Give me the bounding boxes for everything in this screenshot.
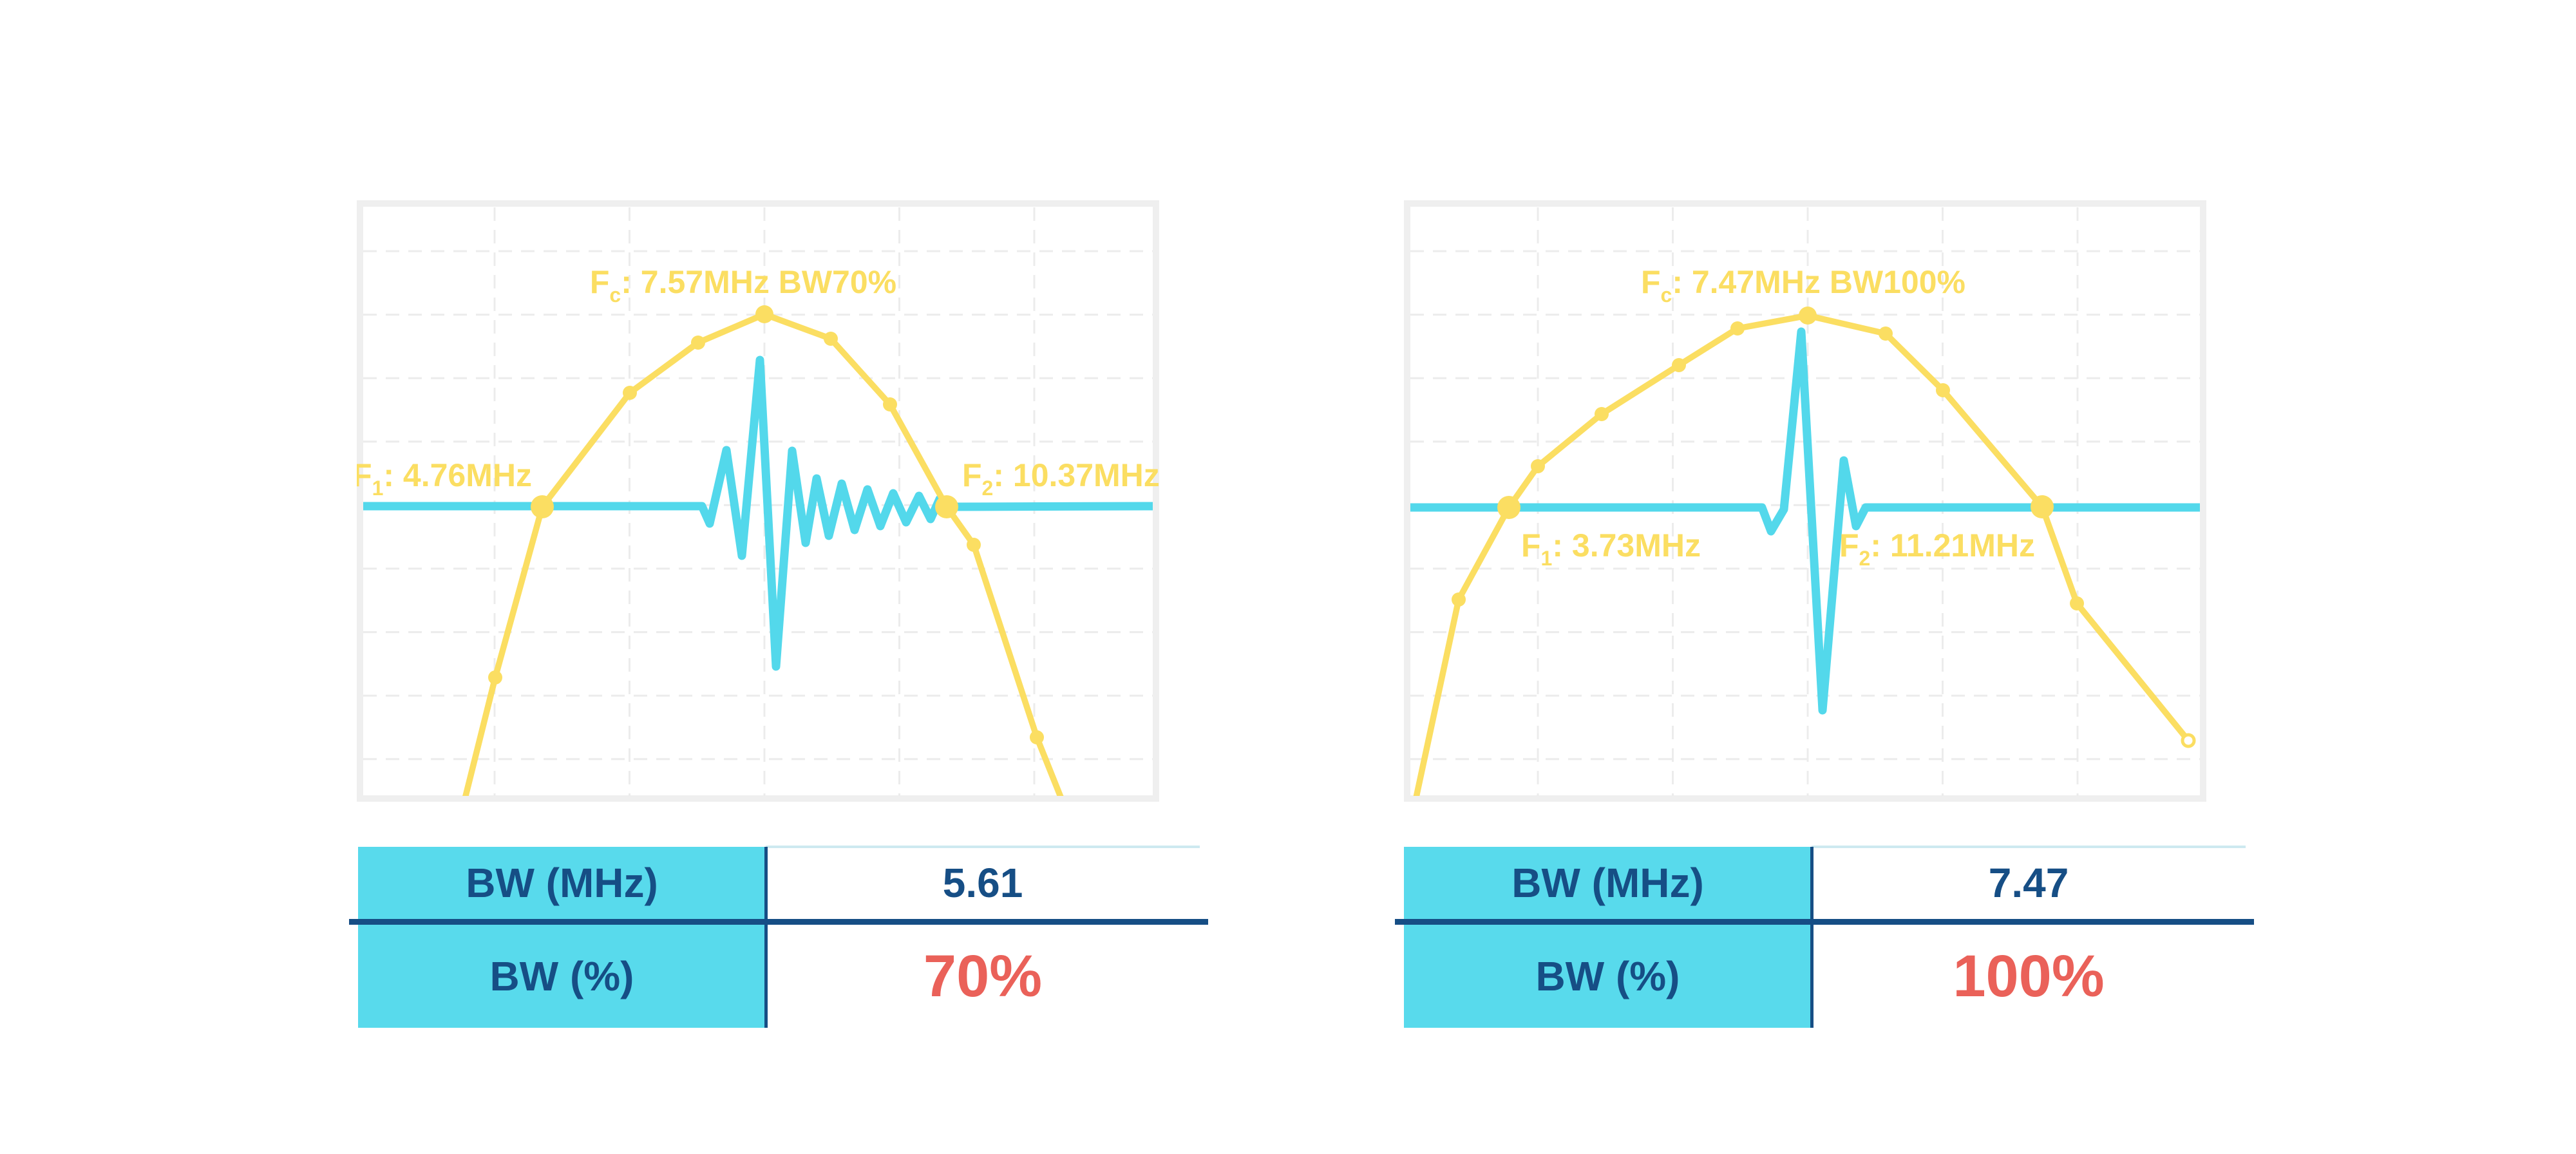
table-label-column-background	[1404, 847, 1812, 1028]
data-point-marker	[883, 397, 897, 411]
data-point-marker	[1799, 307, 1817, 325]
data-point-marker	[488, 670, 502, 685]
spectrum-chart-panel-left: Fc: 7.57MHz BW70% F1: 4.76MHz F2: 10.37M…	[357, 200, 1159, 802]
data-point-marker	[2031, 495, 2054, 518]
data-point-marker	[1879, 326, 1893, 341]
data-point-marker	[623, 386, 637, 400]
f1-annotation: F1: 3.73MHz	[1521, 527, 1701, 570]
data-point-marker	[1936, 383, 1950, 397]
pulse-waveform	[1410, 327, 2200, 715]
f2-annotation: F2: 10.37MHz	[962, 457, 1159, 500]
spectrum-chart-left: Fc: 7.57MHz BW70% F1: 4.76MHz F2: 10.37M…	[357, 200, 1159, 802]
data-point-marker	[1672, 358, 1686, 372]
data-point-marker	[1730, 321, 1745, 336]
data-point-marker	[1595, 407, 1609, 421]
data-point-marker	[2181, 733, 2196, 748]
table-top-line	[766, 846, 1200, 848]
table-row: BW (MHz) 7.47	[1404, 847, 2246, 919]
bw-pct-value: 100%	[1953, 943, 2105, 1009]
bw-mhz-value: 7.47	[1988, 860, 2069, 906]
chart-plot-area	[363, 207, 1153, 796]
table-label-column-background	[358, 847, 766, 1028]
bw-pct-value: 70%	[923, 943, 1043, 1009]
bw-mhz-value: 5.61	[942, 860, 1023, 906]
data-point-marker	[935, 495, 958, 518]
f2-annotation: F2: 11.21MHz	[1839, 527, 2035, 570]
data-point-marker	[824, 332, 838, 346]
table-row: BW (MHz) 5.61	[358, 847, 1200, 919]
chart-plot-area	[1410, 207, 2200, 796]
table-column-divider	[1810, 847, 1814, 1028]
table-top-line	[1812, 846, 2246, 848]
bw-pct-label: BW (%)	[489, 953, 634, 999]
table-column-divider	[764, 847, 768, 1028]
spectrum-chart-panel-right: Fc: 7.47MHz BW100% F1: 3.73MHz F2: 11.21…	[1404, 200, 2206, 802]
fc-annotation: Fc: 7.47MHz BW100%	[1641, 264, 1965, 307]
bw-table-right: BW (MHz) 7.47 BW (%) 100%	[1395, 846, 2254, 1028]
f1-annotation: F1: 4.76MHz	[357, 457, 532, 500]
bw-pct-label: BW (%)	[1535, 953, 1680, 999]
bw-table-left: BW (MHz) 5.61 BW (%) 70%	[349, 846, 1208, 1028]
data-point-marker	[691, 336, 705, 350]
data-point-marker	[1497, 496, 1520, 519]
table-row: BW (%) 70%	[358, 925, 1200, 1028]
spectrum-curve	[462, 311, 1064, 796]
table-row-divider	[349, 919, 1208, 925]
data-point-marker	[967, 538, 981, 552]
spectrum-chart-right: Fc: 7.47MHz BW100% F1: 3.73MHz F2: 11.21…	[1404, 200, 2206, 802]
data-point-marker	[531, 495, 554, 518]
bw-mhz-label: BW (MHz)	[466, 860, 658, 906]
fc-annotation: Fc: 7.57MHz BW70%	[590, 264, 896, 307]
bw-mhz-label: BW (MHz)	[1511, 860, 1704, 906]
table-row-divider	[1395, 919, 2254, 925]
data-point-marker	[1452, 592, 1466, 607]
data-point-marker	[1030, 730, 1044, 744]
pulse-waveform	[363, 355, 1153, 671]
chart-frame	[1404, 200, 2206, 802]
data-point-marker	[1531, 459, 1545, 473]
data-point-marker	[755, 305, 773, 323]
table-row: BW (%) 100%	[1404, 925, 2246, 1028]
data-point-marker	[2070, 596, 2084, 610]
